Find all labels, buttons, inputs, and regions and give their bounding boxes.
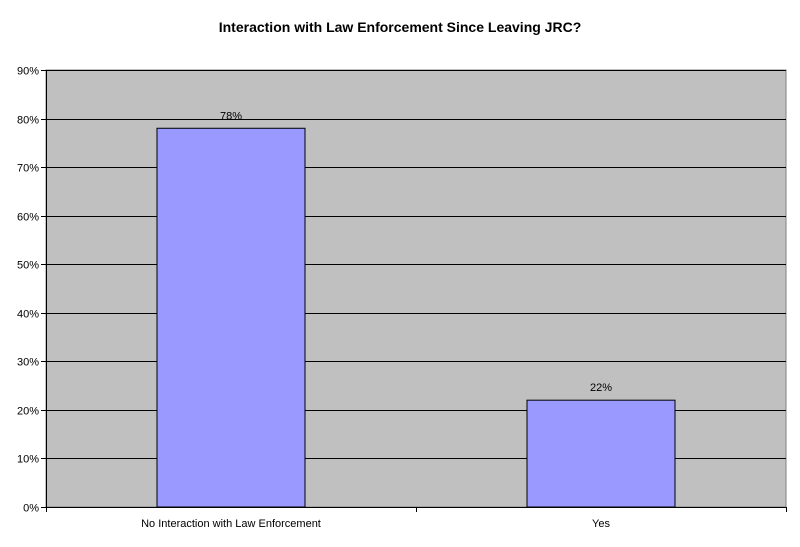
y-tick-label: 80% (17, 115, 39, 127)
y-tick-label: 20% (17, 406, 39, 418)
y-tick-label: 40% (17, 309, 39, 321)
chart-title: Interaction with Law Enforcement Since L… (218, 19, 582, 35)
data-label: 78% (220, 110, 242, 122)
bar (156, 127, 306, 508)
y-tick-label: 60% (17, 212, 39, 224)
y-tick-label: 90% (17, 66, 39, 78)
category-label: No Interaction with Law Enforcement (141, 518, 321, 530)
y-tick-label: 10% (17, 454, 39, 466)
y-tick-label: 50% (17, 260, 39, 272)
data-label: 22% (590, 382, 612, 394)
y-tick-label: 0% (23, 503, 39, 515)
bar (526, 399, 676, 508)
category-label: Yes (592, 518, 610, 530)
y-tick-label: 30% (17, 357, 39, 369)
y-tick-label: 70% (17, 163, 39, 175)
